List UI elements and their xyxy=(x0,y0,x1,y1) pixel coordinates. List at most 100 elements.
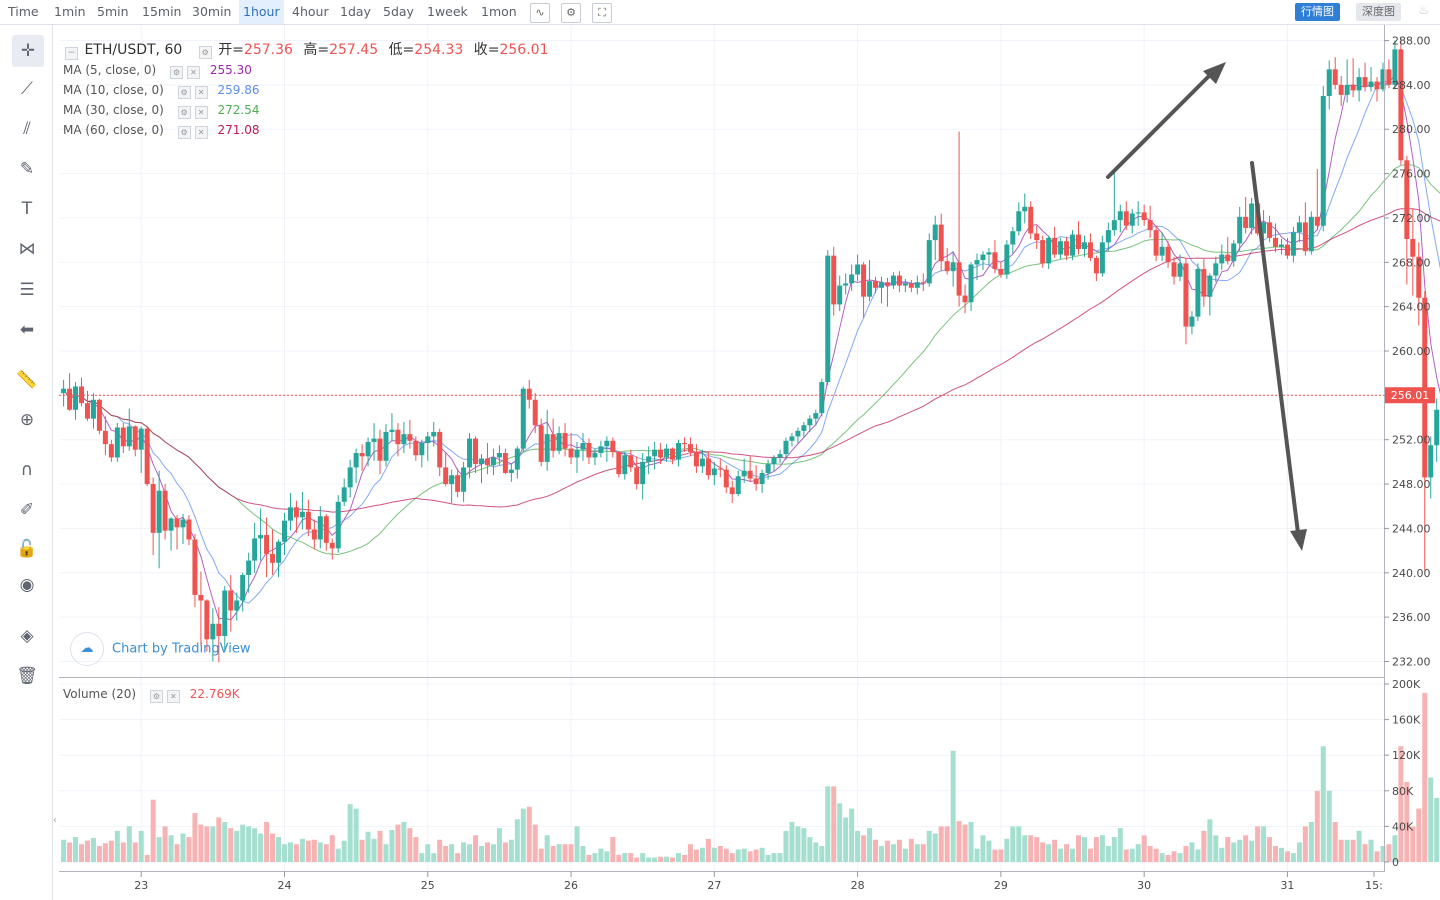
volume-bar xyxy=(753,849,759,862)
close-icon[interactable]: ✕ xyxy=(194,106,208,119)
brush-icon[interactable]: ✎ xyxy=(19,159,35,179)
candle xyxy=(1326,60,1332,110)
fib-icon[interactable]: ☰ xyxy=(19,280,35,300)
volume-bar xyxy=(1380,845,1386,862)
settings-icon[interactable]: ⚙ xyxy=(561,3,581,23)
timeframe-5min[interactable]: 5min xyxy=(97,4,129,19)
candle xyxy=(574,441,580,473)
settings-icon[interactable]: ⚙ xyxy=(177,106,191,119)
layers-icon[interactable]: ◈ xyxy=(20,626,34,646)
timeframe-30min[interactable]: 30min xyxy=(192,4,232,19)
settings-icon[interactable]: ⚙ xyxy=(177,126,191,139)
magnet-icon[interactable]: ∩ xyxy=(20,460,34,480)
timeframe-1week[interactable]: 1week xyxy=(427,4,468,19)
timeframe-1day[interactable]: 1day xyxy=(340,4,371,19)
close-icon[interactable]: ✕ xyxy=(187,66,201,79)
volume-bar xyxy=(192,813,198,862)
timeframe-4hour[interactable]: 4hour xyxy=(292,4,329,19)
volume-bar xyxy=(693,849,699,862)
settings-icon[interactable]: ⚙ xyxy=(170,66,184,79)
candle xyxy=(956,131,962,307)
volume-bar xyxy=(1267,837,1273,862)
candle xyxy=(114,423,120,462)
tradingview-watermark[interactable]: ☁ Chart by TradingView xyxy=(70,632,250,666)
volume-bar xyxy=(890,844,896,862)
timeframe-Time[interactable]: Time xyxy=(8,4,39,19)
ma10-legend[interactable]: MA (10, close, 0) ⚙ ✕ 259.86 xyxy=(63,83,260,99)
volume-bar xyxy=(1064,844,1070,862)
settings-icon[interactable]: ⚙ xyxy=(198,46,212,59)
collapse-toggle-icon[interactable]: ‹ xyxy=(53,815,57,826)
timeframe-5day[interactable]: 5day xyxy=(383,4,414,19)
candle xyxy=(144,426,150,487)
volume-bar xyxy=(1219,847,1225,862)
volume-bar xyxy=(419,853,425,862)
volume-bar xyxy=(1034,837,1040,862)
candle xyxy=(443,453,449,487)
zoom-in-icon[interactable]: ⊕ xyxy=(19,410,35,430)
flame-icon[interactable]: ♨ xyxy=(1418,3,1430,18)
trash-icon[interactable]: 🗑 xyxy=(16,666,38,686)
close-icon[interactable]: ✕ xyxy=(166,690,180,703)
candle xyxy=(479,454,484,483)
candle xyxy=(1076,221,1081,255)
candle xyxy=(544,409,550,471)
ma60-legend[interactable]: MA (60, close, 0) ⚙ ✕ 271.08 xyxy=(63,123,260,139)
timeframe-1min[interactable]: 1min xyxy=(54,4,86,19)
volume-bar xyxy=(138,830,144,862)
volume-bar xyxy=(1374,851,1380,862)
candle xyxy=(258,508,264,561)
volume-bar xyxy=(1314,790,1320,862)
ma10-value: 259.86 xyxy=(217,83,260,97)
volume-bar xyxy=(944,826,950,862)
open-value: 257.36 xyxy=(243,42,293,58)
line-chart-icon[interactable]: ∿ xyxy=(530,3,550,23)
volume-bar xyxy=(938,826,944,862)
back-arrow-icon[interactable]: ⬅ xyxy=(19,320,35,340)
fullscreen-icon[interactable]: ⛶ xyxy=(592,3,612,23)
text-icon[interactable]: T xyxy=(21,199,33,219)
candle xyxy=(1201,258,1207,307)
volume-bar xyxy=(353,808,359,862)
volume-bar xyxy=(1237,839,1243,862)
crosshair-icon[interactable]: ✛ xyxy=(12,35,44,67)
chart-view-button[interactable]: 行情图 xyxy=(1295,3,1340,21)
lock-icon[interactable]: 🔓 xyxy=(16,539,38,559)
candle xyxy=(293,500,299,533)
settings-icon[interactable]: ⚙ xyxy=(149,690,163,703)
depth-view-button[interactable]: 深度图 xyxy=(1356,3,1401,21)
candle xyxy=(180,514,186,544)
settings-icon[interactable]: ⚙ xyxy=(177,86,191,99)
volume-legend[interactable]: Volume (20) ⚙ ✕ 22.769K xyxy=(63,687,240,703)
close-icon[interactable]: ✕ xyxy=(194,86,208,99)
candle xyxy=(1332,57,1338,90)
volume-bar xyxy=(676,853,682,862)
candle xyxy=(419,439,425,468)
volume-bar xyxy=(73,837,79,862)
timeframe-15min[interactable]: 15min xyxy=(142,4,182,19)
trend-line-icon[interactable]: ⟋ xyxy=(21,79,33,99)
volume-bar xyxy=(174,844,180,862)
pitchfork-icon[interactable]: ⫽ xyxy=(23,119,31,139)
volume-bar xyxy=(1129,848,1135,862)
volume-bar xyxy=(598,848,604,862)
eye-icon[interactable]: ◉ xyxy=(19,575,35,595)
pattern-icon[interactable]: ⋈ xyxy=(18,239,36,259)
ma5-legend[interactable]: MA (5, close, 0) ⚙ ✕ 255.30 xyxy=(63,63,252,79)
volume-bar xyxy=(401,821,407,862)
timeframe-1hour[interactable]: 1hour xyxy=(239,0,284,24)
candle xyxy=(538,418,544,467)
candle xyxy=(1052,226,1058,258)
close-icon[interactable]: ✕ xyxy=(194,126,208,139)
candle xyxy=(467,433,473,479)
collapse-legend-icon[interactable]: − xyxy=(65,47,78,60)
time-tick-label: 23 xyxy=(134,879,148,892)
ruler-icon[interactable]: 📏 xyxy=(16,370,38,390)
ma30-legend[interactable]: MA (30, close, 0) ⚙ ✕ 272.54 xyxy=(63,103,260,119)
candle xyxy=(90,393,96,429)
volume-bar xyxy=(681,854,687,862)
candle xyxy=(1273,223,1279,253)
timeframe-1mon[interactable]: 1mon xyxy=(481,4,517,19)
lock-draw-icon[interactable]: ✐ xyxy=(19,500,35,520)
